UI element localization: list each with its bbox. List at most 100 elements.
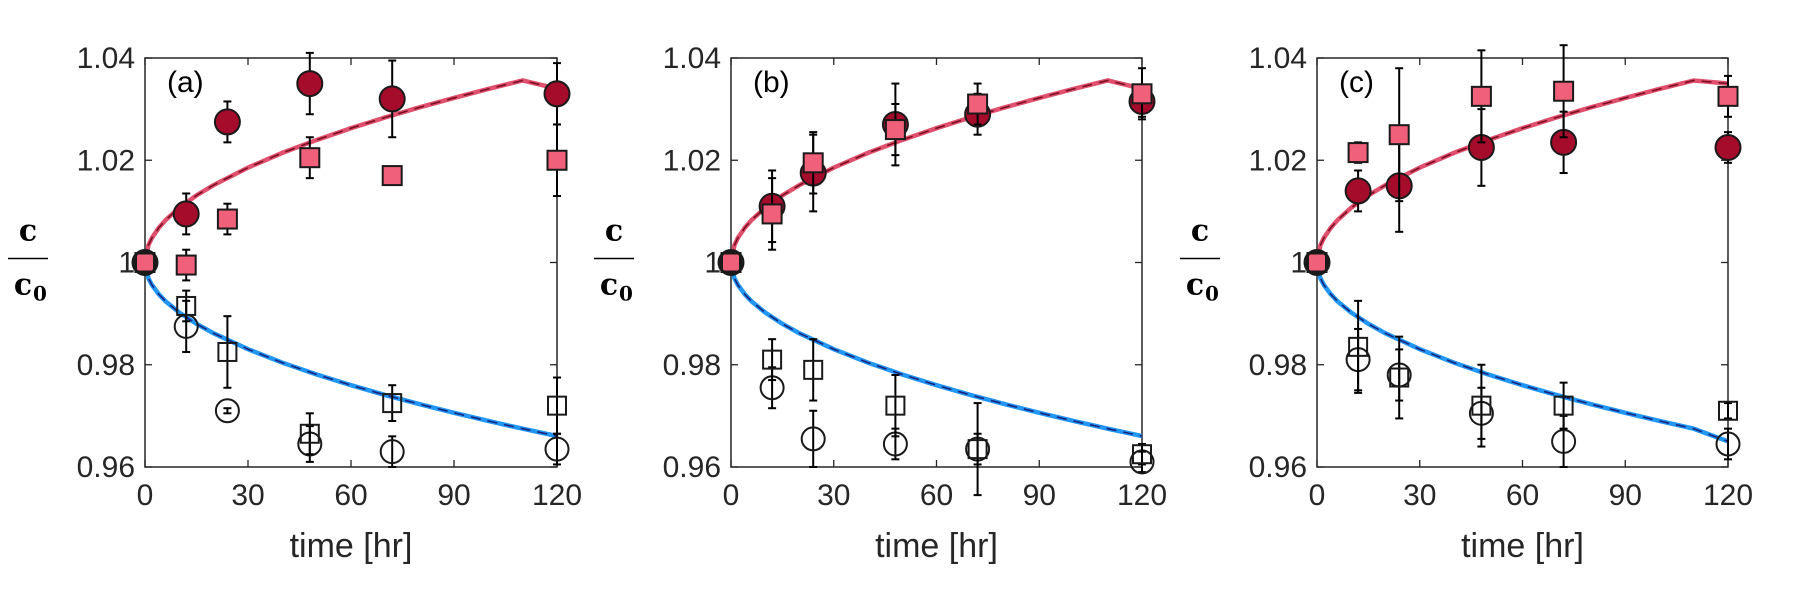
y-axis-denominator: c [1186, 268, 1204, 303]
point-open-circles [718, 250, 744, 275]
point-open-squares [299, 423, 320, 444]
point-open-squares [1389, 367, 1410, 388]
point-open-squares [803, 359, 824, 380]
x-axis-title: time [hr] [1461, 527, 1584, 565]
y-tick-label: 1.04 [77, 42, 135, 75]
point-open-circles [544, 436, 570, 462]
y-tick-label: 1.04 [1249, 42, 1307, 75]
fit-line-lower [731, 262, 1142, 439]
point-open-squares [1348, 336, 1369, 357]
point-open-circles [1715, 431, 1741, 457]
x-tick-label: 120 [1703, 479, 1753, 512]
point-filled-squares [546, 149, 568, 171]
y-tick-label: 0.96 [77, 451, 135, 484]
x-tick-label: 60 [920, 479, 953, 512]
point-filled-squares [1717, 85, 1739, 107]
point-open-squares [967, 439, 988, 460]
point-open-circles [1551, 428, 1577, 454]
point-filled-squares [884, 119, 906, 141]
y-axis-denominator: c [600, 268, 618, 303]
fit-line-dashed-upper [731, 79, 1142, 263]
y-axis-denominator-subscript: 0 [619, 282, 633, 306]
y-tick-label: 1 [704, 247, 721, 280]
point-open-squares [1553, 395, 1574, 416]
point-open-squares [1718, 400, 1738, 421]
point-filled-squares [1553, 80, 1575, 102]
x-tick-label: 90 [1023, 479, 1056, 512]
panel-label: (b) [753, 66, 790, 99]
point-filled-squares [761, 203, 783, 225]
fit-line-dashed-upper [1317, 79, 1728, 263]
point-open-circles [214, 398, 240, 424]
y-axis-denominator: c [14, 268, 32, 303]
point-filled-squares [299, 147, 321, 169]
y-axis-numerator: c [1191, 214, 1209, 249]
x-tick-label: 60 [1506, 479, 1539, 512]
fit-line-lower [145, 262, 557, 439]
y-tick-label: 1.02 [1249, 144, 1307, 177]
point-filled-circles [1344, 177, 1372, 205]
point-filled-squares [1388, 124, 1410, 146]
point-filled-circles [172, 200, 200, 228]
point-open-squares [1307, 252, 1327, 273]
point-filled-circles [378, 85, 406, 113]
point-open-squares [135, 252, 155, 273]
x-tick-label: 90 [1609, 479, 1642, 512]
fit-line-upper [145, 78, 557, 263]
point-filled-squares [1306, 252, 1328, 273]
fit-line-dashed-upper [145, 79, 557, 263]
point-open-squares [217, 341, 238, 362]
panel-label: (a) [167, 66, 204, 99]
point-open-squares [762, 349, 783, 370]
x-tick-label: 30 [1403, 479, 1436, 512]
point-open-squares [547, 395, 567, 416]
point-filled-circles [1714, 133, 1742, 161]
point-filled-squares [1470, 85, 1492, 107]
point-filled-squares [381, 165, 403, 187]
point-filled-squares [216, 208, 238, 230]
point-open-squares [1471, 395, 1492, 416]
x-axis-title: time [hr] [290, 527, 413, 565]
point-filled-squares [134, 252, 156, 273]
y-tick-label: 0.98 [1249, 349, 1307, 382]
x-tick-label: 120 [532, 479, 582, 512]
y-tick-label: 0.96 [663, 451, 721, 484]
y-axis-denominator-subscript: 0 [33, 282, 47, 306]
point-open-squares [176, 295, 197, 316]
x-tick-label: 0 [1309, 479, 1326, 512]
panel-label: (c) [1339, 66, 1374, 99]
fit-line-lower [1317, 262, 1728, 444]
x-tick-label: 0 [137, 479, 154, 512]
y-tick-label: 1 [118, 247, 135, 280]
x-tick-label: 120 [1117, 479, 1167, 512]
point-filled-squares [720, 252, 742, 273]
y-tick-label: 0.98 [77, 349, 135, 382]
point-filled-squares [175, 254, 197, 276]
axes-box [730, 57, 1143, 468]
point-open-circles [1304, 250, 1330, 275]
fit-line-dashed-lower [731, 262, 1142, 437]
y-tick-label: 1.02 [663, 144, 721, 177]
point-filled-squares [1347, 142, 1369, 164]
point-open-squares [721, 252, 741, 273]
x-tick-label: 30 [231, 479, 264, 512]
point-open-circles [132, 250, 158, 275]
point-open-squares [382, 393, 403, 414]
x-axis-title: time [hr] [875, 527, 998, 565]
y-axis-numerator: c [19, 214, 37, 249]
fit-line-upper [731, 78, 1142, 263]
y-tick-label: 1 [1290, 247, 1307, 280]
point-filled-circles [213, 108, 241, 136]
y-axis-denominator-subscript: 0 [1205, 282, 1219, 306]
y-tick-label: 1.02 [77, 144, 135, 177]
fit-line-dashed-lower [1317, 262, 1728, 443]
x-tick-label: 0 [723, 479, 740, 512]
y-tick-label: 0.98 [663, 349, 721, 382]
point-open-circles [800, 426, 826, 452]
point-filled-circles [543, 80, 571, 108]
x-tick-label: 60 [334, 479, 367, 512]
